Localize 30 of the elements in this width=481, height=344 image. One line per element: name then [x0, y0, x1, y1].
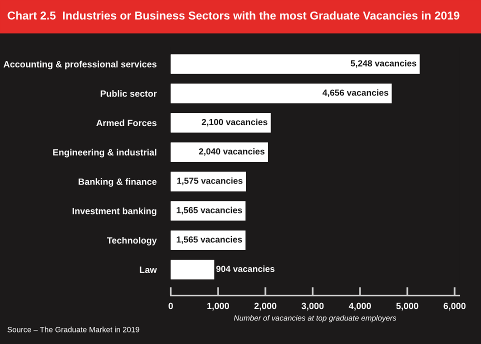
x-tick-label: 5,000 — [396, 302, 418, 310]
x-tick-label: 0 — [168, 302, 173, 310]
data-label: 2,100 vacancies — [202, 118, 268, 126]
bar — [170, 112, 271, 133]
data-label: 1,565 vacancies — [176, 236, 242, 244]
bar — [170, 54, 420, 74]
x-tick-label: 4,000 — [348, 302, 371, 310]
bar — [170, 84, 392, 104]
data-label: 1,565 vacancies — [176, 206, 242, 215]
x-tick-label: 3,000 — [302, 302, 324, 310]
x-tick-label: 1,000 — [207, 302, 229, 310]
y-tick-label: Investment banking — [72, 208, 156, 216]
x-tick-label: 6,000 — [444, 302, 466, 310]
data-label: 1,575 vacancies — [177, 177, 242, 186]
x-tick-label: 2,000 — [254, 302, 276, 310]
chart-title: Chart 2.5 Industries or Business Sectors with the most Graduate Vacancies in 2019 — [8, 11, 460, 20]
data-label: 904 vacancies — [216, 266, 274, 272]
y-tick-label: Armed Forces — [96, 120, 156, 126]
data-label: 2,040 vacancies — [198, 148, 264, 156]
y-tick-label: Law — [140, 266, 157, 273]
y-tick-label: Technology — [106, 236, 157, 246]
y-tick-label: Accounting & professional services — [4, 60, 157, 70]
y-tick-label: Engineering & industrial — [53, 148, 156, 158]
bar — [170, 172, 246, 192]
y-tick-label: Banking & finance — [78, 178, 157, 187]
bar — [170, 260, 214, 280]
y-tick-label: Public sector — [100, 90, 157, 97]
data-label: 5,248 vacancies — [350, 60, 416, 68]
data-label: 4,656 vacancies — [322, 89, 388, 98]
bar — [170, 142, 268, 162]
